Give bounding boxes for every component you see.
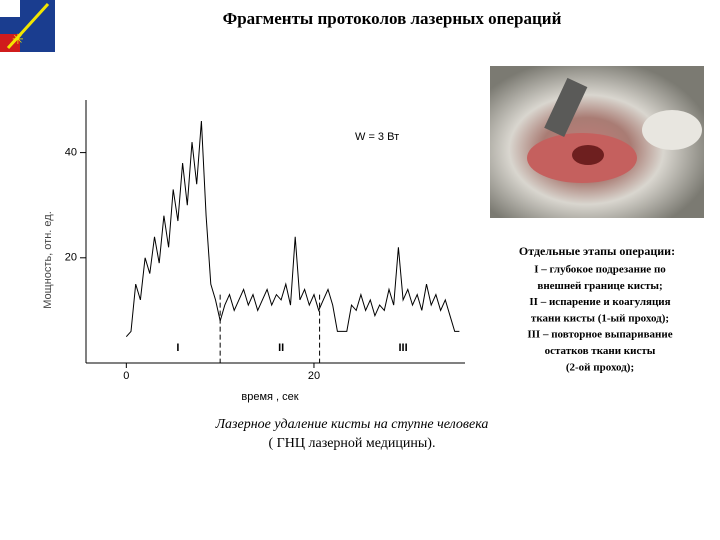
- y-axis-label: Мощность, отн. ед.: [42, 211, 54, 308]
- stage-description: внешней границе кисты;: [537, 280, 662, 292]
- caption: ( ГНЦ лазерной медицины).: [269, 436, 436, 451]
- annotation: W = 3 Вт: [355, 131, 399, 143]
- slide-title: Фрагменты протоколов лазерных операций: [223, 9, 562, 28]
- svg-text:✳: ✳: [12, 33, 24, 48]
- stage-label: I: [176, 342, 179, 354]
- stage-description: остатков ткани кисты: [545, 345, 656, 357]
- stages-heading: Отдельные этапы операции:: [519, 244, 675, 258]
- logo: ✳: [0, 0, 55, 52]
- y-tick-label: 20: [65, 252, 77, 264]
- y-tick-label: 40: [65, 147, 77, 159]
- photo: [490, 66, 704, 218]
- stage-description: I – глубокое подрезание по: [534, 264, 666, 276]
- x-axis-label: время , сек: [241, 391, 298, 403]
- stage-description: ткани кисты (1-ый проход);: [531, 312, 669, 324]
- stage-description: (2-ой проход);: [566, 361, 634, 373]
- stage-label: III: [398, 342, 407, 354]
- stage-label: II: [278, 342, 284, 354]
- caption: Лазерное удаление кисты на ступне челове…: [215, 417, 489, 432]
- x-tick-label: 0: [123, 370, 129, 382]
- stage-description: II – испарение и коагуляция: [529, 296, 670, 308]
- stage-description: III – повторное выпаривание: [527, 329, 672, 341]
- x-tick-label: 20: [308, 370, 320, 382]
- signal-line: [125, 120, 460, 338]
